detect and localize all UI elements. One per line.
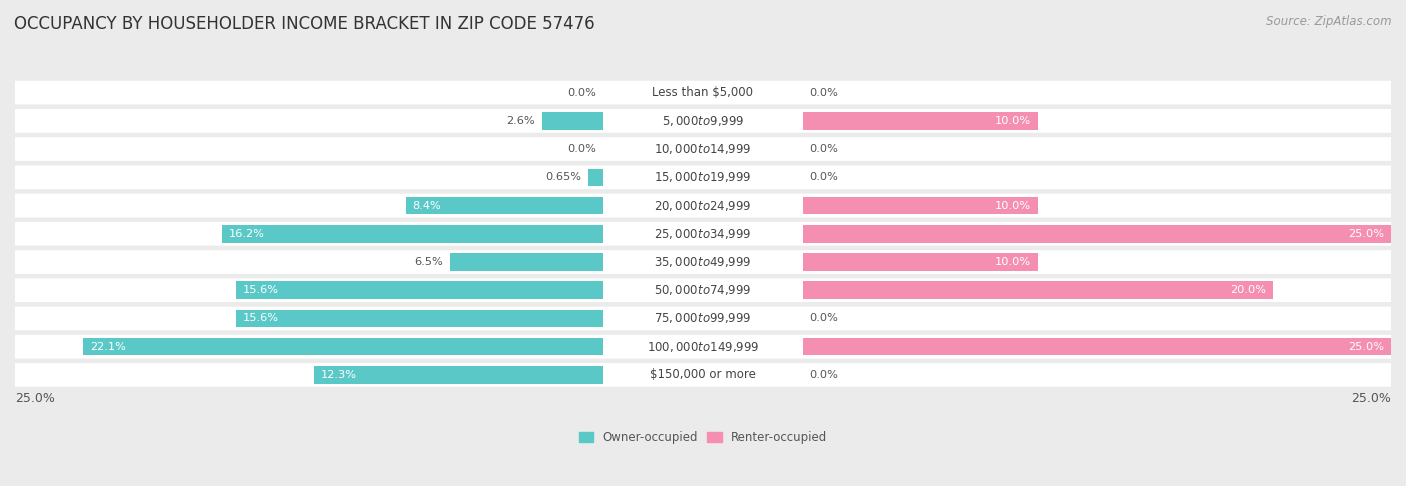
Bar [314, 366, 603, 383]
FancyBboxPatch shape [1, 109, 1405, 133]
Bar [803, 225, 1391, 243]
FancyBboxPatch shape [1, 278, 1405, 302]
Text: 0.0%: 0.0% [568, 144, 596, 154]
FancyBboxPatch shape [1, 222, 1405, 245]
Text: 22.1%: 22.1% [90, 342, 127, 352]
Text: 8.4%: 8.4% [412, 201, 441, 210]
Text: 0.0%: 0.0% [810, 144, 838, 154]
FancyBboxPatch shape [1, 250, 1405, 274]
Text: 0.0%: 0.0% [810, 313, 838, 324]
Bar [236, 310, 603, 327]
FancyBboxPatch shape [1, 137, 1405, 161]
FancyBboxPatch shape [1, 81, 1405, 104]
Text: $75,000 to $99,999: $75,000 to $99,999 [654, 312, 752, 326]
Text: $5,000 to $9,999: $5,000 to $9,999 [662, 114, 744, 128]
Text: 6.5%: 6.5% [415, 257, 443, 267]
Bar [450, 253, 603, 271]
Text: 0.0%: 0.0% [568, 87, 596, 98]
Bar [543, 112, 603, 130]
Text: 0.65%: 0.65% [546, 173, 581, 182]
Legend: Owner-occupied, Renter-occupied: Owner-occupied, Renter-occupied [574, 426, 832, 449]
Text: 25.0%: 25.0% [1351, 392, 1391, 405]
Bar [405, 197, 603, 214]
Text: 0.0%: 0.0% [810, 173, 838, 182]
Text: 15.6%: 15.6% [243, 285, 278, 295]
Text: $35,000 to $49,999: $35,000 to $49,999 [654, 255, 752, 269]
Text: OCCUPANCY BY HOUSEHOLDER INCOME BRACKET IN ZIP CODE 57476: OCCUPANCY BY HOUSEHOLDER INCOME BRACKET … [14, 15, 595, 33]
Text: 10.0%: 10.0% [995, 201, 1031, 210]
Bar [803, 112, 1038, 130]
Text: 2.6%: 2.6% [506, 116, 536, 126]
Bar [803, 281, 1274, 299]
FancyBboxPatch shape [1, 307, 1405, 330]
FancyBboxPatch shape [1, 335, 1405, 359]
FancyBboxPatch shape [1, 194, 1405, 217]
Bar [222, 225, 603, 243]
Bar [236, 281, 603, 299]
Bar [83, 338, 603, 355]
Text: Source: ZipAtlas.com: Source: ZipAtlas.com [1267, 15, 1392, 28]
Text: 20.0%: 20.0% [1230, 285, 1267, 295]
Text: 25.0%: 25.0% [1348, 229, 1384, 239]
Bar [803, 197, 1038, 214]
Text: 0.0%: 0.0% [810, 87, 838, 98]
Text: $15,000 to $19,999: $15,000 to $19,999 [654, 170, 752, 184]
FancyBboxPatch shape [1, 165, 1405, 189]
Text: 10.0%: 10.0% [995, 116, 1031, 126]
FancyBboxPatch shape [1, 363, 1405, 387]
Text: 0.0%: 0.0% [810, 370, 838, 380]
Text: 12.3%: 12.3% [321, 370, 357, 380]
Text: 10.0%: 10.0% [995, 257, 1031, 267]
Text: $150,000 or more: $150,000 or more [650, 368, 756, 382]
Text: $20,000 to $24,999: $20,000 to $24,999 [654, 199, 752, 212]
Text: $100,000 to $149,999: $100,000 to $149,999 [647, 340, 759, 354]
Bar [803, 338, 1391, 355]
Text: 25.0%: 25.0% [1348, 342, 1384, 352]
Text: 25.0%: 25.0% [15, 392, 55, 405]
Text: $25,000 to $34,999: $25,000 to $34,999 [654, 227, 752, 241]
Text: $50,000 to $74,999: $50,000 to $74,999 [654, 283, 752, 297]
Text: 15.6%: 15.6% [243, 313, 278, 324]
Text: 16.2%: 16.2% [229, 229, 264, 239]
Text: $10,000 to $14,999: $10,000 to $14,999 [654, 142, 752, 156]
Bar [803, 253, 1038, 271]
Bar [588, 169, 603, 186]
Text: Less than $5,000: Less than $5,000 [652, 86, 754, 99]
